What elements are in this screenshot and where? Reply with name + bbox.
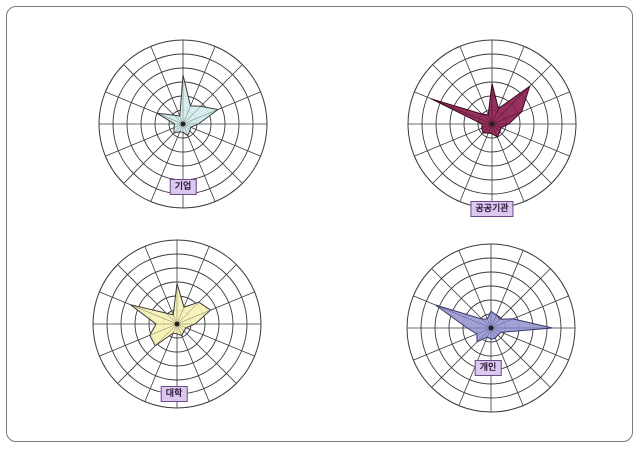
radar-spoke: [150, 46, 184, 125]
radar-data-point: [165, 312, 178, 325]
radar-spoke: [123, 123, 184, 184]
radar-spoke: [459, 46, 493, 125]
radar-data-point: [491, 111, 522, 125]
radar-spoke: [458, 250, 492, 329]
radar-data-point: [435, 304, 492, 329]
radar-spoke: [176, 323, 210, 402]
radar-chart-enterprise: 기업: [68, 18, 298, 230]
radar-chart-university: 대학: [62, 218, 292, 430]
radar-data-point: [491, 108, 499, 125]
radar-spoke: [490, 268, 551, 329]
radar-data-point: [149, 323, 178, 336]
radar-spoke: [182, 123, 261, 157]
radar-data-point: [476, 327, 492, 343]
radar-data-point: [491, 86, 530, 125]
radar-data-point: [176, 309, 211, 325]
radar-data-point: [182, 106, 201, 125]
radar-spoke: [182, 123, 243, 184]
radar-spoke: [491, 123, 552, 184]
radar-series-area: [435, 304, 553, 343]
chart-name-tag: 공공기관: [470, 201, 514, 217]
center-dot: [174, 321, 180, 327]
radar-spoke: [490, 327, 569, 361]
radar-svg: [406, 243, 576, 413]
radar-data-point: [490, 318, 514, 329]
radar-spoke: [176, 323, 255, 357]
radar-svg: [98, 39, 268, 209]
radar-data-point: [182, 109, 219, 125]
radar-svg: [407, 39, 577, 209]
radar-data-point: [155, 323, 178, 346]
center-dot: [180, 121, 186, 127]
radar-spoke: [144, 246, 178, 325]
radar-data-point: [157, 113, 184, 125]
radar-spoke: [105, 123, 184, 157]
radar-spoke: [490, 327, 551, 388]
radar-spoke: [431, 268, 492, 329]
radar-spoke: [144, 323, 178, 402]
radar-spoke: [490, 327, 524, 406]
chart-name-tag: 대학: [160, 386, 188, 402]
center-dot: [488, 325, 494, 331]
radar-data-point: [176, 307, 185, 325]
radar-spoke: [150, 123, 184, 202]
radar-data-point: [476, 327, 492, 335]
radar-data-point: [431, 98, 493, 125]
chart-name-tag: 개인: [474, 360, 502, 376]
radar-spoke: [432, 123, 493, 184]
radar-spoke: [176, 323, 237, 384]
radar-spoke: [491, 123, 570, 157]
radar-spoke: [182, 123, 216, 202]
radar-spoke: [414, 123, 493, 157]
radar-chart-individual: 개인: [376, 222, 606, 434]
radar-chart-public-institution: 공공기관: [377, 18, 607, 230]
radar-data-point: [130, 304, 178, 325]
center-dot: [489, 121, 495, 127]
chart-name-tag: 기업: [169, 179, 197, 195]
radar-data-point: [182, 105, 191, 125]
radar-data-point: [176, 302, 199, 325]
radar-spoke: [459, 123, 493, 202]
radar-spoke: [123, 64, 184, 125]
